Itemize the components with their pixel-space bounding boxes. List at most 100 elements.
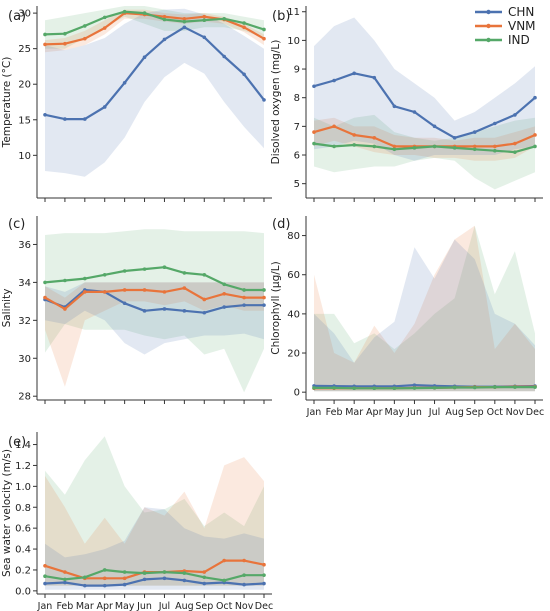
band-chn bbox=[314, 239, 535, 392]
y-tick-label: 10 bbox=[287, 36, 300, 47]
point-ind-feb bbox=[63, 278, 67, 283]
point-chn-feb bbox=[332, 78, 336, 83]
point-chn-mar bbox=[83, 117, 87, 121]
point-ind-sep bbox=[202, 273, 207, 277]
point-vnm-may bbox=[392, 144, 397, 149]
point-vnm-sep bbox=[202, 14, 207, 19]
point-chn-jan bbox=[43, 581, 47, 586]
point-ind-sep bbox=[202, 575, 207, 580]
point-ind-may bbox=[122, 9, 127, 14]
x-tick-label: Mar bbox=[345, 407, 363, 418]
point-vnm-apr bbox=[372, 136, 377, 140]
legend: CHN VNM IND bbox=[475, 5, 536, 47]
series-ind bbox=[43, 265, 266, 292]
point-vnm-dec bbox=[262, 562, 266, 567]
point-chn-oct bbox=[222, 54, 226, 59]
point-vnm-feb bbox=[63, 307, 67, 311]
line-ind bbox=[44, 266, 264, 292]
y-tick-label: 0.0 bbox=[15, 586, 31, 597]
y-axis-label: Chlorophyll (μg/L) bbox=[270, 261, 282, 354]
point-chn-jun bbox=[142, 309, 147, 313]
x-tick-label: Jul bbox=[158, 601, 170, 611]
point-ind-jun bbox=[412, 146, 417, 150]
y-tick-label: 40 bbox=[287, 309, 300, 320]
x-tick-label: Apr bbox=[366, 407, 383, 418]
x-tick-label: Nov bbox=[235, 601, 254, 611]
point-vnm-jul bbox=[162, 14, 167, 19]
point-ind-oct bbox=[493, 385, 497, 389]
panel-label: (a) bbox=[8, 9, 26, 24]
point-ind-apr bbox=[102, 15, 107, 20]
line-chn bbox=[44, 288, 264, 314]
legend-marker-chn bbox=[486, 9, 491, 15]
y-axis-label: Sea water velocity (m/s) bbox=[1, 449, 13, 577]
point-ind-mar bbox=[352, 386, 356, 391]
y-tick-label: 0.2 bbox=[15, 565, 31, 576]
band-chn bbox=[314, 17, 535, 161]
y-tick-label: 5 bbox=[294, 179, 300, 190]
legend-label-ind: IND bbox=[508, 33, 530, 47]
point-vnm-oct bbox=[493, 144, 497, 149]
point-ind-jan bbox=[43, 280, 47, 285]
point-chn-jul bbox=[162, 576, 167, 581]
x-tick-label: Aug bbox=[175, 601, 194, 611]
y-axis-label: Disolved oxygen (mg/L) bbox=[270, 40, 282, 165]
point-ind-apr bbox=[102, 273, 107, 277]
point-chn-nov bbox=[242, 303, 246, 307]
y-tick-label: 11 bbox=[287, 7, 300, 18]
point-ind-jun bbox=[412, 386, 417, 390]
point-vnm-apr bbox=[102, 576, 107, 581]
panel-salinity: 28 30 32 34 36 Salinity (c) bbox=[1, 216, 272, 404]
y-tick-label: 1.4 bbox=[15, 440, 31, 451]
point-ind-aug bbox=[452, 385, 457, 390]
legend-marker-ind bbox=[486, 37, 491, 43]
point-vnm-may bbox=[122, 576, 127, 581]
point-ind-sep bbox=[472, 147, 477, 152]
point-ind-mar bbox=[83, 575, 87, 580]
point-chn-aug bbox=[452, 136, 457, 140]
band-ind bbox=[314, 225, 535, 392]
point-ind-apr bbox=[102, 568, 107, 572]
series-chn bbox=[43, 25, 266, 121]
y-tick-label: 0.8 bbox=[15, 503, 31, 514]
point-ind-jul bbox=[432, 386, 437, 390]
point-ind-feb bbox=[332, 386, 336, 390]
point-chn-jun bbox=[412, 110, 417, 114]
point-ind-jan bbox=[43, 32, 47, 37]
point-vnm-oct bbox=[222, 558, 226, 563]
point-vnm-nov bbox=[242, 25, 246, 30]
line-chn bbox=[44, 26, 265, 121]
point-chn-dec bbox=[262, 98, 266, 102]
point-vnm-sep bbox=[472, 144, 477, 149]
point-ind-jun bbox=[142, 11, 147, 15]
point-chn-dec bbox=[533, 95, 537, 100]
point-ind-feb bbox=[332, 144, 336, 149]
point-ind-sep bbox=[202, 18, 207, 23]
point-chn-mar bbox=[352, 71, 356, 76]
y-tick-label: 80 bbox=[287, 231, 300, 242]
y-tick-label: 0 bbox=[294, 388, 300, 399]
line-ind bbox=[44, 568, 264, 582]
x-tick-label: Nov bbox=[506, 407, 525, 418]
point-chn-apr bbox=[372, 75, 377, 80]
y-tick-label: 32 bbox=[18, 316, 31, 327]
x-tick-label: Mar bbox=[76, 601, 94, 611]
x-tick-label: Feb bbox=[56, 601, 73, 611]
series-chn bbox=[312, 71, 537, 140]
x-tick-label: Feb bbox=[326, 407, 343, 418]
x-tick-label: Jun bbox=[136, 601, 152, 611]
point-ind-dec bbox=[533, 144, 537, 149]
point-chn-aug bbox=[182, 309, 187, 313]
point-ind-mar bbox=[352, 143, 356, 147]
point-vnm-apr bbox=[102, 290, 107, 294]
y-tick-label: 10 bbox=[18, 151, 31, 162]
y-tick-label: 36 bbox=[18, 240, 31, 251]
point-ind-oct bbox=[222, 578, 226, 583]
point-ind-may bbox=[392, 147, 397, 152]
point-ind-may bbox=[122, 570, 127, 574]
line-chn bbox=[313, 72, 536, 139]
point-ind-aug bbox=[182, 271, 187, 275]
line-chn bbox=[44, 577, 265, 587]
panel-chlorophyll: 0 20 40 60 80 Jan Feb Mar Apr May Jun Jul Aug Sep Oct N… bbox=[270, 216, 544, 418]
point-chn-oct bbox=[493, 121, 497, 126]
